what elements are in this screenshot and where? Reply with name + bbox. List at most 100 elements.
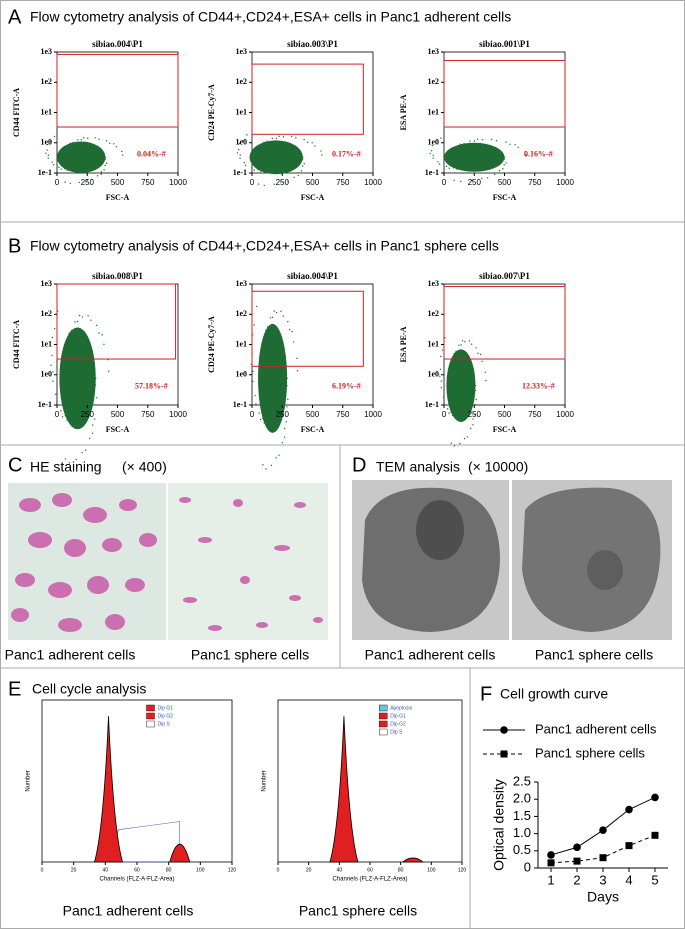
y-tick-label: 1e-1 xyxy=(425,400,439,409)
event-dot xyxy=(86,179,88,181)
event-dot xyxy=(81,451,83,454)
event-dot xyxy=(77,139,79,141)
x-axis-label: FSC-A xyxy=(106,193,130,202)
legend-label: Dip S xyxy=(390,729,403,735)
event-dot xyxy=(273,310,275,312)
legend-swatch xyxy=(379,728,388,736)
event-dot xyxy=(253,169,255,171)
event-dot xyxy=(94,418,96,420)
y-axis-label: CD24 PE-Cy7-A xyxy=(207,316,216,373)
event-dot xyxy=(452,167,455,169)
event-dot xyxy=(58,166,60,169)
y-tick-label: 1e2 xyxy=(235,77,247,86)
x-tick-label: 1000 xyxy=(556,178,574,187)
event-dot xyxy=(438,163,441,165)
phase-g1 xyxy=(329,716,359,863)
event-dot xyxy=(69,182,72,185)
event-dot xyxy=(61,416,64,418)
x-tick-label: 120 xyxy=(458,867,467,873)
event-dot xyxy=(432,154,434,157)
event-dot xyxy=(475,347,477,349)
event-dot xyxy=(94,137,96,139)
event-dot xyxy=(121,150,123,153)
legend-swatch xyxy=(379,712,388,720)
x-tick-label: 1000 xyxy=(364,410,382,419)
event-dot xyxy=(441,349,444,351)
event-dot xyxy=(98,138,100,140)
event-dot xyxy=(53,327,56,330)
y-tick-label: 0.5 xyxy=(513,842,531,857)
event-dot xyxy=(448,167,450,169)
y-tick-label: 1e1 xyxy=(427,107,439,116)
event-dot xyxy=(286,377,288,380)
event-dot xyxy=(95,377,97,380)
point xyxy=(573,843,581,852)
event-dot xyxy=(60,410,62,412)
event-dot xyxy=(432,157,434,159)
x-tick-label: 1 xyxy=(547,872,554,887)
x-tick-label: 0 xyxy=(277,867,280,873)
event-dot xyxy=(464,341,466,343)
y-tick-label: 1e3 xyxy=(235,279,247,288)
event-dot xyxy=(64,168,66,170)
event-dot xyxy=(243,161,245,164)
event-dot xyxy=(320,150,322,152)
event-dot xyxy=(251,167,253,169)
caption: Panc1 adherent cells xyxy=(63,903,194,919)
event-dot xyxy=(271,316,274,319)
event-dot xyxy=(282,315,284,317)
event-dot xyxy=(75,458,77,461)
event-cloud xyxy=(249,140,303,175)
event-dot xyxy=(252,370,254,373)
y-tick-label: 1e2 xyxy=(427,77,439,86)
event-dot xyxy=(431,144,434,147)
event-dot xyxy=(254,394,256,397)
event-dot xyxy=(266,140,268,143)
y-tick-label: 2.5 xyxy=(513,773,531,788)
point xyxy=(651,793,659,802)
x-tick-label: 0 xyxy=(250,410,255,419)
point xyxy=(573,857,581,865)
x-tick-label: 0 xyxy=(442,410,447,419)
event-dot xyxy=(105,162,108,165)
event-dot xyxy=(301,158,304,161)
caption: Panc1 sphere cells xyxy=(535,647,653,663)
point xyxy=(651,831,659,839)
event-cloud xyxy=(446,349,476,422)
event-dot xyxy=(115,146,118,148)
y-tick-label: 1e0 xyxy=(235,370,247,379)
y-tick-label: 1e3 xyxy=(235,47,247,56)
x-axis-label: FSC-A xyxy=(301,425,325,434)
event-dot xyxy=(56,401,58,404)
event-dot xyxy=(87,137,89,139)
y-tick-label: 1e3 xyxy=(40,279,52,288)
y-tick-label: 1e3 xyxy=(427,279,439,288)
event-dot xyxy=(237,148,240,151)
event-dot xyxy=(286,406,288,408)
event-dot xyxy=(80,138,83,141)
y-axis-label: Optical density xyxy=(491,779,507,871)
event-dot xyxy=(64,414,66,417)
gate xyxy=(443,59,566,128)
x-tick-label: 500 xyxy=(498,178,512,187)
event-dot xyxy=(98,332,100,334)
event-dot xyxy=(103,343,105,346)
y-tick-label: 1e-1 xyxy=(38,400,52,409)
x-axis-label: FSC-A xyxy=(301,193,325,202)
event-dot xyxy=(295,137,297,139)
point xyxy=(625,805,633,814)
event-dot xyxy=(236,152,239,154)
event-dot xyxy=(90,319,92,321)
phase-g2 xyxy=(169,843,191,863)
event-dot xyxy=(474,413,476,416)
x-tick-label: 250 xyxy=(468,178,482,187)
legend-label: Dip G1 xyxy=(390,713,406,719)
event-dot xyxy=(265,329,267,331)
event-dot xyxy=(514,144,516,146)
event-dot xyxy=(275,457,277,459)
y-tick-label: 1e-1 xyxy=(425,168,439,177)
event-dot xyxy=(470,427,472,430)
x-tick-label: 1000 xyxy=(169,410,187,419)
event-dot xyxy=(69,142,71,145)
x-tick-label: 0 xyxy=(442,178,447,187)
